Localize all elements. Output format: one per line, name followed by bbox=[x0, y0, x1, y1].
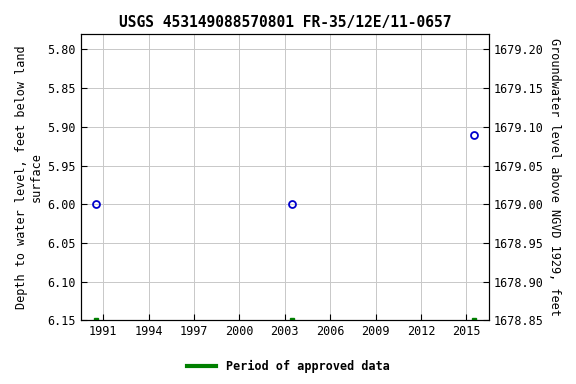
Y-axis label: Depth to water level, feet below land
surface: Depth to water level, feet below land su… bbox=[15, 45, 43, 309]
Y-axis label: Groundwater level above NGVD 1929, feet: Groundwater level above NGVD 1929, feet bbox=[548, 38, 561, 316]
Title: USGS 453149088570801 FR-35/12E/11-0657: USGS 453149088570801 FR-35/12E/11-0657 bbox=[119, 15, 451, 30]
Legend: Period of approved data: Period of approved data bbox=[182, 356, 394, 378]
